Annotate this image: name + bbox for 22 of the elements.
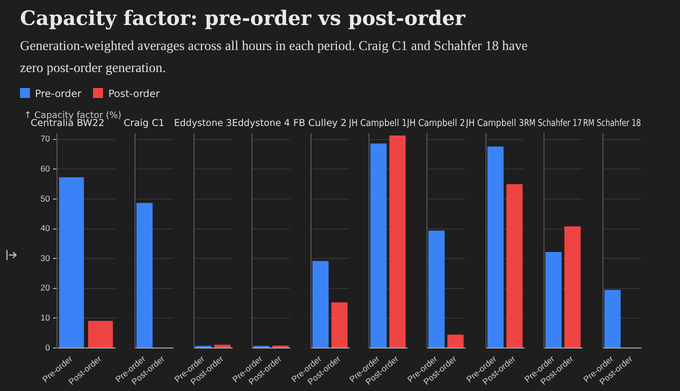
legend-label: Pre-order bbox=[34, 88, 82, 100]
text: Capacity factor: pre-order vs post-order bbox=[20, 6, 466, 30]
legend-title: JH Campbell 1 bbox=[348, 118, 407, 130]
legend-title: Craig C1 bbox=[124, 118, 165, 130]
y-tick-label: 50 bbox=[40, 193, 50, 204]
legend-title: Eddystone 3 bbox=[174, 118, 232, 130]
text: Generation-weighted averages across all hours in each period. Craig C1 and Schahfer 18 have zero post-order generation. bbox=[20, 37, 529, 77]
legend-label: Post-order bbox=[107, 88, 160, 100]
y-tick-label: 60 bbox=[40, 164, 50, 174]
legend-title: Centralia BW22 bbox=[30, 118, 104, 130]
y-tick-label: 10 bbox=[40, 312, 50, 323]
legend-title: FB Culley 2 bbox=[292, 118, 346, 130]
legend-title: RM Schahfer 18 bbox=[582, 117, 641, 128]
legend-title: JH Campbell 2 bbox=[406, 118, 466, 130]
y-tick-label: 30 bbox=[40, 252, 50, 263]
y-tick-label: 40 bbox=[40, 223, 50, 234]
y-tick-label: 70 bbox=[40, 134, 50, 144]
legend-title: Eddystone 4 bbox=[232, 118, 290, 130]
legend-title: RM Schahfer 17 bbox=[524, 117, 582, 128]
legend-title: JH Campbell 3 bbox=[464, 118, 524, 130]
y-tick-label: 0 bbox=[45, 342, 50, 352]
y-tick-label: 20 bbox=[40, 282, 50, 293]
